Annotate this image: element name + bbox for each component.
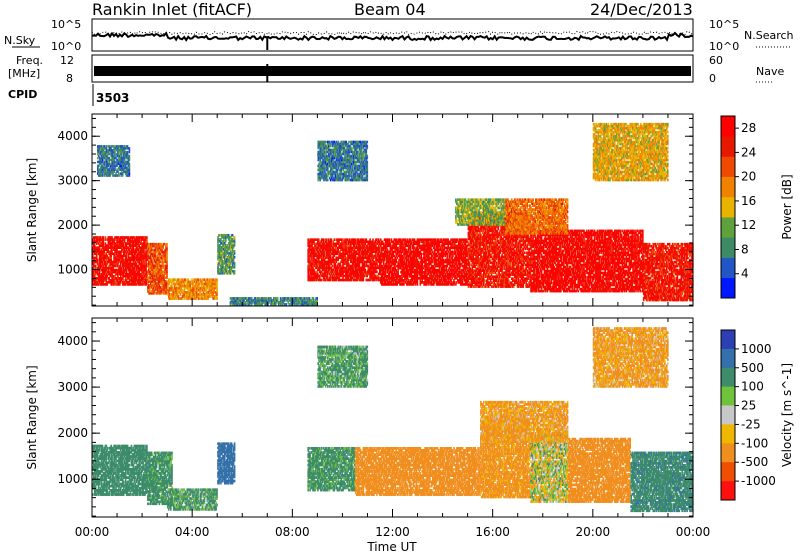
freq-unit: [MHz]	[8, 67, 40, 80]
nsky-tick-bottom: 10^0	[51, 40, 81, 53]
nsky-trace	[92, 33, 693, 40]
range-cell	[103, 236, 105, 239]
cpid-label: CPID	[8, 88, 37, 101]
nave-tick-bottom: 0	[709, 72, 716, 85]
nsky-tick-top: 10^5	[51, 18, 81, 31]
freq-label: Freq.	[16, 54, 43, 67]
range-cell	[95, 265, 97, 268]
nsky-frame	[92, 19, 693, 51]
range-cell	[97, 259, 99, 262]
nsearch-trace	[92, 32, 693, 35]
plot-canvas: N.Sky 10^5 10^0 10^5 10^0 N.Search Freq.…	[0, 0, 800, 554]
freq-tick-top: 12	[60, 54, 74, 67]
nsearch-tick-top: 10^5	[709, 18, 739, 31]
freq-band	[94, 66, 691, 76]
nave-label: Nave	[756, 65, 784, 78]
summary-panel: N.Sky 10^5 10^0 10^5 10^0 N.Search Freq.…	[4, 18, 794, 106]
freq-tick-bottom: 8	[66, 72, 73, 85]
heatmap-cells	[92, 123, 694, 306]
cpid-value: 3503	[96, 91, 129, 105]
freq-trace	[94, 38, 691, 82]
nave-tick-top: 60	[709, 54, 723, 67]
nsearch-label: N.Search	[744, 29, 794, 42]
range-cell	[105, 236, 107, 239]
nsky-label: N.Sky	[4, 34, 36, 47]
nsearch-tick-bottom: 10^0	[709, 40, 739, 53]
radar-plot: Rankin Inlet (fitACF) Beam 04 24/Dec/201…	[0, 0, 800, 554]
